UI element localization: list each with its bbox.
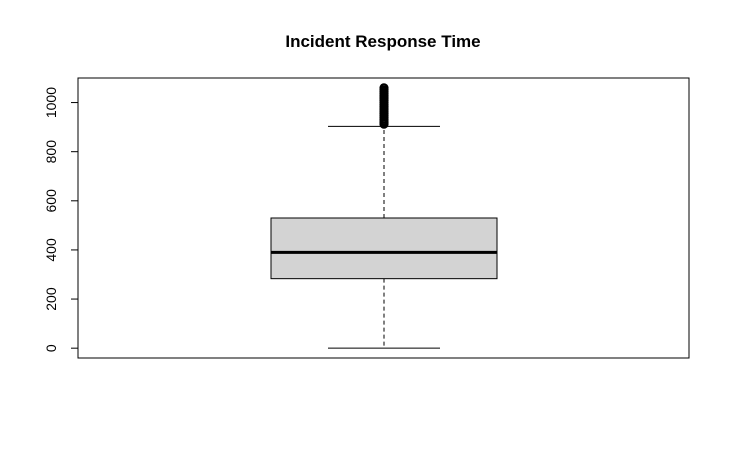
y-tick-label-1000: 1000 [43,87,59,118]
y-axis: 0 200 400 600 800 1000 [43,87,79,352]
outlier-point-20 [379,83,389,93]
y-tick-label-0: 0 [43,344,59,352]
box-plot [270,83,498,349]
y-tick-label-600: 600 [43,189,59,213]
iqr-box [270,217,498,280]
chart-title: Incident Response Time [285,32,480,51]
y-tick-label-400: 400 [43,238,59,262]
y-tick-label-800: 800 [43,140,59,164]
y-tick-label-200: 200 [43,287,59,311]
